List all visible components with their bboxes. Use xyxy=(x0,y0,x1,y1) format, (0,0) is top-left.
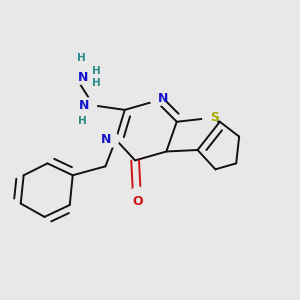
Circle shape xyxy=(82,98,97,113)
Circle shape xyxy=(150,91,165,106)
Circle shape xyxy=(104,132,119,147)
Text: H: H xyxy=(77,53,86,63)
Text: H: H xyxy=(78,116,87,126)
Text: N: N xyxy=(158,92,168,105)
Text: H: H xyxy=(92,66,101,76)
Text: N: N xyxy=(78,71,88,84)
Text: O: O xyxy=(133,195,143,208)
Text: N: N xyxy=(101,133,111,146)
Text: N: N xyxy=(79,99,89,112)
Circle shape xyxy=(131,187,146,202)
Text: H: H xyxy=(92,78,101,88)
Circle shape xyxy=(70,70,86,85)
Text: S: S xyxy=(210,111,219,124)
Circle shape xyxy=(202,110,217,125)
